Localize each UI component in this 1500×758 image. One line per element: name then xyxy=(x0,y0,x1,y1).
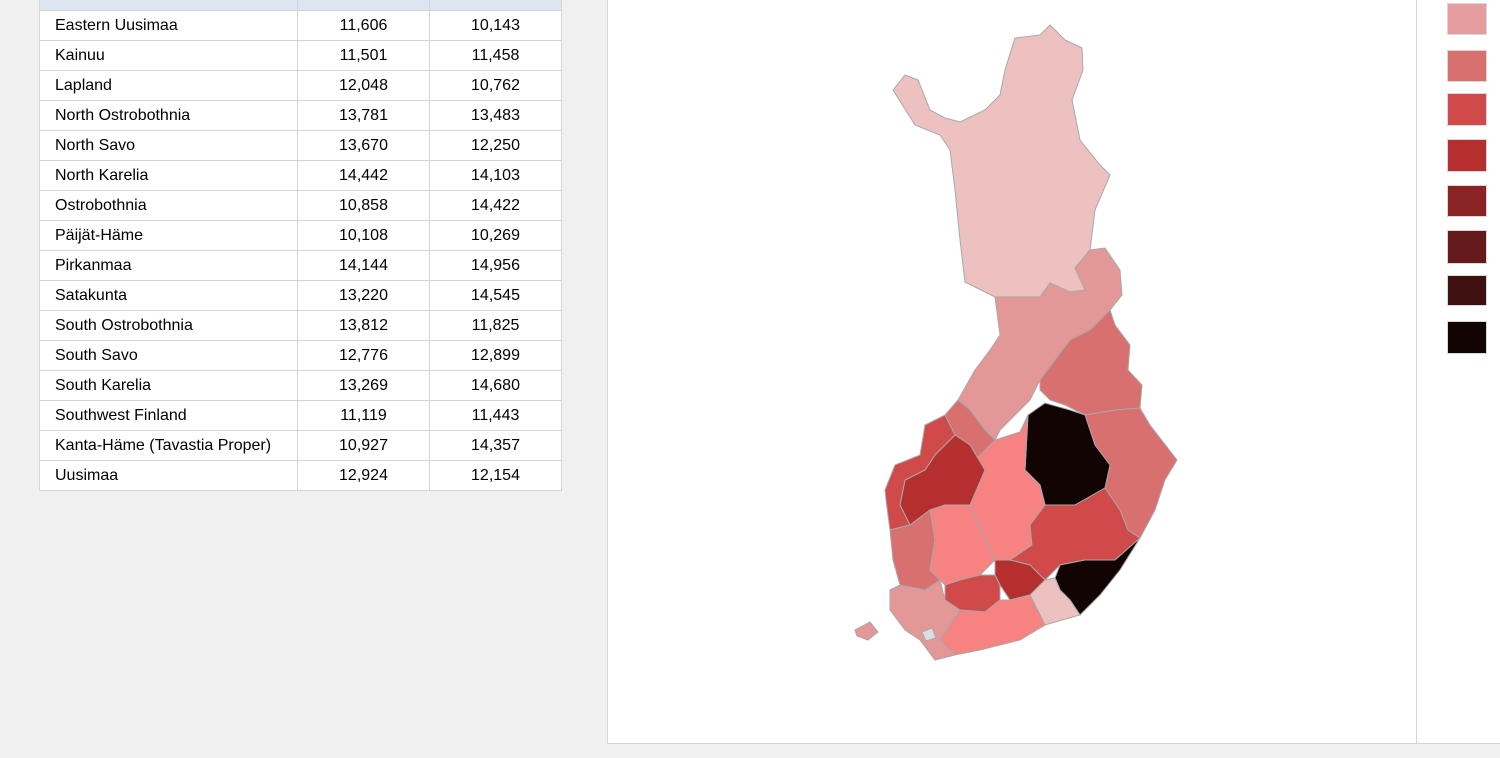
region-name: South Karelia xyxy=(39,370,298,401)
region-name: Uusimaa xyxy=(39,460,298,491)
value-2: 12,899 xyxy=(429,340,562,371)
table-row: Päijät-Häme 10,108 10,269 xyxy=(39,220,562,251)
region-name: Päijät-Häme xyxy=(39,220,298,251)
region-name: South Ostrobothnia xyxy=(39,310,298,341)
legend-swatch xyxy=(1447,185,1487,217)
region-åland[interactable] xyxy=(854,621,879,641)
region-kainuu[interactable] xyxy=(1039,309,1143,416)
region-lapland[interactable] xyxy=(892,24,1111,298)
value-2: 12,154 xyxy=(429,460,562,491)
region-name: North Savo xyxy=(39,130,298,161)
value-1: 11,119 xyxy=(297,400,430,431)
legend-swatch xyxy=(1447,275,1487,306)
data-table: Central Ostrobothnia Eastern Uusimaa11,6… xyxy=(39,0,562,491)
value-1: 13,220 xyxy=(297,280,430,311)
value-2: 11,825 xyxy=(429,310,562,341)
legend-swatch xyxy=(1447,230,1487,264)
value-1: 11,501 xyxy=(297,40,430,71)
legend-swatch xyxy=(1447,3,1487,35)
legend-swatch xyxy=(1447,321,1487,354)
value-1: 14,144 xyxy=(297,250,430,281)
legend-swatch xyxy=(1447,93,1487,126)
value-2: 13,483 xyxy=(429,100,562,131)
value-1: 13,269 xyxy=(297,370,430,401)
region-name: Southwest Finland xyxy=(39,400,298,431)
legend-swatch xyxy=(1447,139,1487,172)
value-1: 13,670 xyxy=(297,130,430,161)
region-name: Eastern Uusimaa xyxy=(39,10,298,41)
table-row: Eastern Uusimaa 11,606 10,143 xyxy=(39,10,562,41)
value-2: 14,357 xyxy=(429,430,562,461)
table-row: Satakunta 13,220 14,545 xyxy=(39,280,562,311)
value-1: 12,924 xyxy=(297,460,430,491)
value-2: 14,680 xyxy=(429,370,562,401)
value-1: 14,442 xyxy=(297,160,430,191)
table-row: Uusimaa 12,924 12,154 xyxy=(39,460,562,491)
table-row: Kanta-Häme (Tavastia Proper) 10,927 14,357 xyxy=(39,430,562,461)
value-2: 11,443 xyxy=(429,400,562,431)
value-2: 10,143 xyxy=(429,10,562,41)
table-row: North Ostrobothnia 13,781 13,483 xyxy=(39,100,562,131)
value-1: 11,606 xyxy=(297,10,430,41)
table-row: South Ostrobothnia 13,812 11,825 xyxy=(39,310,562,341)
table-row: Kainuu 11,501 11,458 xyxy=(39,40,562,71)
region-name: South Savo xyxy=(39,340,298,371)
value-2: 12,250 xyxy=(429,130,562,161)
legend-divider xyxy=(1416,0,1417,743)
table-row: South Karelia 13,269 14,680 xyxy=(39,370,562,401)
table-row: Lapland 12,048 10,762 xyxy=(39,70,562,101)
region-southwest-finland[interactable] xyxy=(889,579,961,661)
region-no-data[interactable] xyxy=(921,627,937,642)
legend-swatch xyxy=(1447,50,1487,82)
value-2: 10,762 xyxy=(429,70,562,101)
value-2: 14,103 xyxy=(429,160,562,191)
value-1: 12,048 xyxy=(297,70,430,101)
region-name: Kainuu xyxy=(39,40,298,71)
table-row: Southwest Finland 11,119 11,443 xyxy=(39,400,562,431)
table-row: Pirkanmaa 14,144 14,956 xyxy=(39,250,562,281)
value-1: 13,781 xyxy=(297,100,430,131)
table-row: North Savo 13,670 12,250 xyxy=(39,130,562,161)
table-row: North Karelia 14,442 14,103 xyxy=(39,160,562,191)
